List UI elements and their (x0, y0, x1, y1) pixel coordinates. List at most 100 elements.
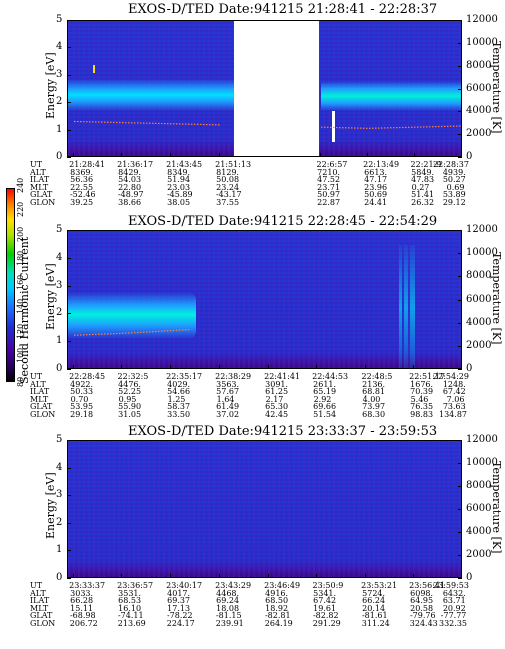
ephemeris-value: 18.92 (265, 603, 289, 613)
ephemeris-value: 61.49 (216, 402, 240, 412)
ephemeris-value: 206.72 (69, 619, 98, 628)
ephemeris-value: -43.17 (215, 190, 242, 200)
ephemeris-value: 22:48:5 (361, 372, 393, 381)
ut-tick (413, 574, 414, 578)
ut-tick (316, 574, 317, 578)
ephemeris-value: 42.45 (265, 410, 289, 419)
energy-tick (67, 285, 71, 287)
temperature-tick-label: 2000 (466, 128, 492, 140)
ephemeris-value: 1248. (442, 379, 466, 389)
ephemeris-value: 311.24 (361, 619, 390, 628)
energy-tick-label: 4 (56, 251, 63, 263)
ut-tick (461, 365, 462, 369)
ephemeris-value: 324.43 (409, 619, 438, 628)
energy-tick (67, 522, 71, 524)
ephemeris-row-label: UT (30, 372, 43, 381)
temperature-tick-label: 10000 (466, 36, 498, 48)
ephemeris-value: 3531. (118, 588, 142, 598)
ephemeris-value: 21:51:13 (215, 160, 252, 169)
temperature-axis-label: Temperature [K] (490, 461, 503, 554)
ephemeris-value: 213.69 (117, 619, 146, 628)
energy-tick-label: 5 (56, 14, 63, 25)
ut-tick (219, 574, 220, 578)
ephemeris-value: 23:43:29 (215, 581, 252, 590)
ephemeris-value: 20.14 (362, 603, 386, 613)
ephemeris-value: 18.08 (216, 603, 240, 613)
ephemeris-value: 1676. (410, 379, 434, 389)
ephemeris-value: 67.42 (313, 596, 337, 606)
spectrogram-plot (67, 440, 462, 578)
ephemeris-value: 68.30 (362, 410, 386, 419)
ut-tick (413, 365, 414, 369)
ephemeris-value: 68.50 (265, 596, 289, 606)
ephemeris-value: 23.71 (317, 182, 341, 192)
ephemeris-value: 73.97 (362, 402, 386, 412)
ephemeris-value: 31.05 (118, 410, 142, 419)
energy-tick-label: 2 (56, 516, 63, 528)
ephemeris-row-label: ILAT (30, 175, 50, 185)
ephemeris-value: 0.70 (70, 394, 89, 404)
ephemeris-value: 6613. (364, 167, 388, 177)
ut-tick (121, 365, 122, 369)
colorbar-label: Second Harmonic Current (18, 236, 31, 384)
ephemeris-value: 22.55 (70, 182, 94, 192)
temperature-tick-label: 4000 (466, 316, 492, 328)
energy-axis-label: Energy [eV] (44, 51, 57, 119)
temperature-tick-label: 6000 (466, 503, 492, 514)
ephemeris-value: 1.25 (167, 394, 186, 404)
ephemeris-value: 69.66 (313, 402, 337, 412)
temperature-tick (458, 463, 462, 464)
energy-band (68, 292, 196, 340)
ephemeris-value: 4939. (442, 167, 466, 177)
ephemeris-row-label: GLON (30, 410, 56, 419)
ephemeris-value: 23:46:49 (264, 581, 301, 590)
ephemeris-value: 4916. (265, 588, 289, 598)
ephemeris-value: 76.35 (410, 402, 434, 412)
ephemeris-value: 64.95 (410, 596, 434, 606)
energy-tick (67, 440, 71, 441)
temperature-tick (458, 322, 462, 324)
energy-tick (67, 74, 71, 76)
temperature-tick-label: 12000 (466, 14, 498, 25)
temperature-line (73, 328, 192, 336)
temperature-tick-label: 0 (466, 363, 473, 374)
energy-tick (67, 157, 71, 158)
ephemeris-value: 22:35:17 (166, 372, 203, 381)
ephemeris-value: 23:33:37 (69, 581, 106, 590)
ephemeris-value: 57.67 (216, 387, 240, 397)
ephemeris-row-label: GLAT (30, 611, 53, 621)
temperature-tick (458, 440, 462, 441)
ephemeris-value: 22:21:9 (410, 160, 442, 169)
energy-tick (67, 20, 71, 21)
energy-tick (67, 467, 71, 469)
ephemeris-value: -82.82 (312, 611, 339, 621)
temperature-tick-label: 4000 (466, 105, 492, 117)
energy-band-2 (321, 81, 461, 112)
ephemeris-value: 264.19 (264, 619, 293, 628)
ephemeris-value: 23.24 (216, 182, 240, 192)
ephemeris-row-label: UT (30, 160, 43, 169)
ephemeris-value: 33.50 (167, 410, 191, 419)
energy-tick (67, 313, 71, 315)
temperature-tick (458, 369, 462, 370)
ephemeris-value: 4476. (118, 379, 142, 389)
ephemeris-value: 23:40:17 (166, 581, 203, 590)
panel-title: EXOS-D/TED Date:941215 21:28:41 - 22:28:… (128, 2, 438, 17)
ephemeris-value: -78.22 (166, 611, 193, 621)
ephemeris-value: 23:56:41 (409, 581, 446, 590)
temperature-tick (458, 20, 462, 21)
ephemeris-value: 29.12 (442, 198, 466, 207)
ephemeris-value: 68.53 (118, 596, 142, 606)
ephemeris-value: 47.83 (411, 175, 435, 185)
ephemeris-value: 4.00 (362, 394, 381, 404)
colorbar-tick-label: 220 (16, 201, 25, 218)
ut-tick (121, 574, 122, 578)
ephemeris-value: 3563. (216, 379, 240, 389)
spectrogram-plot (67, 20, 462, 157)
temperature-tick-label: 8000 (466, 59, 492, 71)
ephemeris-value: 22:54:29 (433, 372, 469, 381)
ephemeris-value: 65.30 (265, 402, 289, 412)
ephemeris-value: -77.77 (440, 611, 467, 621)
ephemeris-value: -52.46 (69, 190, 96, 200)
temperature-line (320, 125, 461, 129)
